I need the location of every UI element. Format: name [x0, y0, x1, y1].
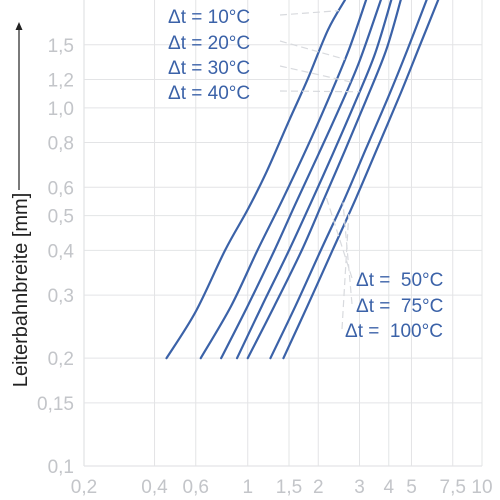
- x-tick-label: 3: [354, 477, 365, 498]
- x-tick-label: 10: [471, 477, 492, 498]
- annotation-leader-4: [279, 90, 360, 93]
- x-tick-label: 0,2: [71, 477, 97, 498]
- y-tick-label: 0,4: [48, 241, 75, 262]
- y-tick-label: 0,5: [48, 207, 74, 228]
- x-tick-label: 1,5: [276, 477, 302, 498]
- annotation-leader-1: [279, 10, 339, 16]
- series-line-5: [246, 0, 402, 360]
- x-tick-label: 4: [383, 477, 394, 498]
- y-tick-label: 0,8: [48, 134, 74, 155]
- annotations: Δt = 10°C Δt = 20°C Δt = 30°C Δt = 40°C Δt =…: [168, 7, 443, 342]
- y-tick-label: 0,2: [48, 349, 74, 370]
- annotation-leader-5: [325, 195, 353, 279]
- y-tick-label: 0,15: [37, 394, 74, 415]
- annotation-label-3: Δt = 30°C: [168, 58, 250, 79]
- y-tick-label: 1,0: [48, 99, 74, 120]
- series-line-1: [165, 0, 347, 360]
- series-line-2: [199, 0, 368, 360]
- annotation-leader-3: [279, 65, 351, 83]
- series-line-6: [269, 0, 428, 360]
- annotation-leader-2: [279, 40, 346, 60]
- annotation-label-6: Δt = 75°C: [356, 296, 443, 317]
- annotation-label-7: Δt = 100°C: [345, 321, 443, 342]
- x-tick-label: 0,6: [183, 477, 209, 498]
- x-tick-label: 1: [242, 477, 253, 498]
- annotation-label-1: Δt = 10°C: [168, 7, 250, 28]
- series-line-7: [282, 0, 440, 360]
- x-tick-label: 5: [406, 477, 417, 498]
- y-tick-label: 0,3: [48, 286, 74, 307]
- annotation-leaders: [279, 10, 360, 330]
- axes: 0,2 0,4 0,6 1 1,5 2 3 4 5 7,5 10 0,1 0,15 0,2 0,3 0,4 0,…: [37, 0, 493, 498]
- y-axis-arrow-head: [15, 22, 23, 30]
- x-tick-label: 7,5: [440, 477, 466, 498]
- y-tick-label: 0,1: [48, 457, 74, 478]
- x-tick-label: 2: [313, 477, 324, 498]
- y-tick-label: 0,6: [48, 178, 74, 199]
- annotation-label-5: Δt = 50°C: [356, 270, 443, 291]
- annotation-label-4: Δt = 40°C: [168, 83, 250, 104]
- annotation-leader-6: [342, 202, 353, 305]
- y-axis-title: Leiterbahnbreite [mm]: [10, 193, 32, 388]
- x-tick-label: 0,4: [141, 477, 168, 498]
- y-axis-title-group: Leiterbahnbreite [mm]: [10, 22, 32, 387]
- y-tick-label: 1,2: [48, 70, 74, 91]
- series-line-4: [235, 0, 393, 360]
- annotation-leader-7: [341, 214, 350, 330]
- y-tick-label: 1,5: [48, 36, 74, 57]
- annotation-label-2: Δt = 20°C: [168, 33, 250, 54]
- series-group: [165, 0, 440, 360]
- series-line-3: [220, 0, 382, 360]
